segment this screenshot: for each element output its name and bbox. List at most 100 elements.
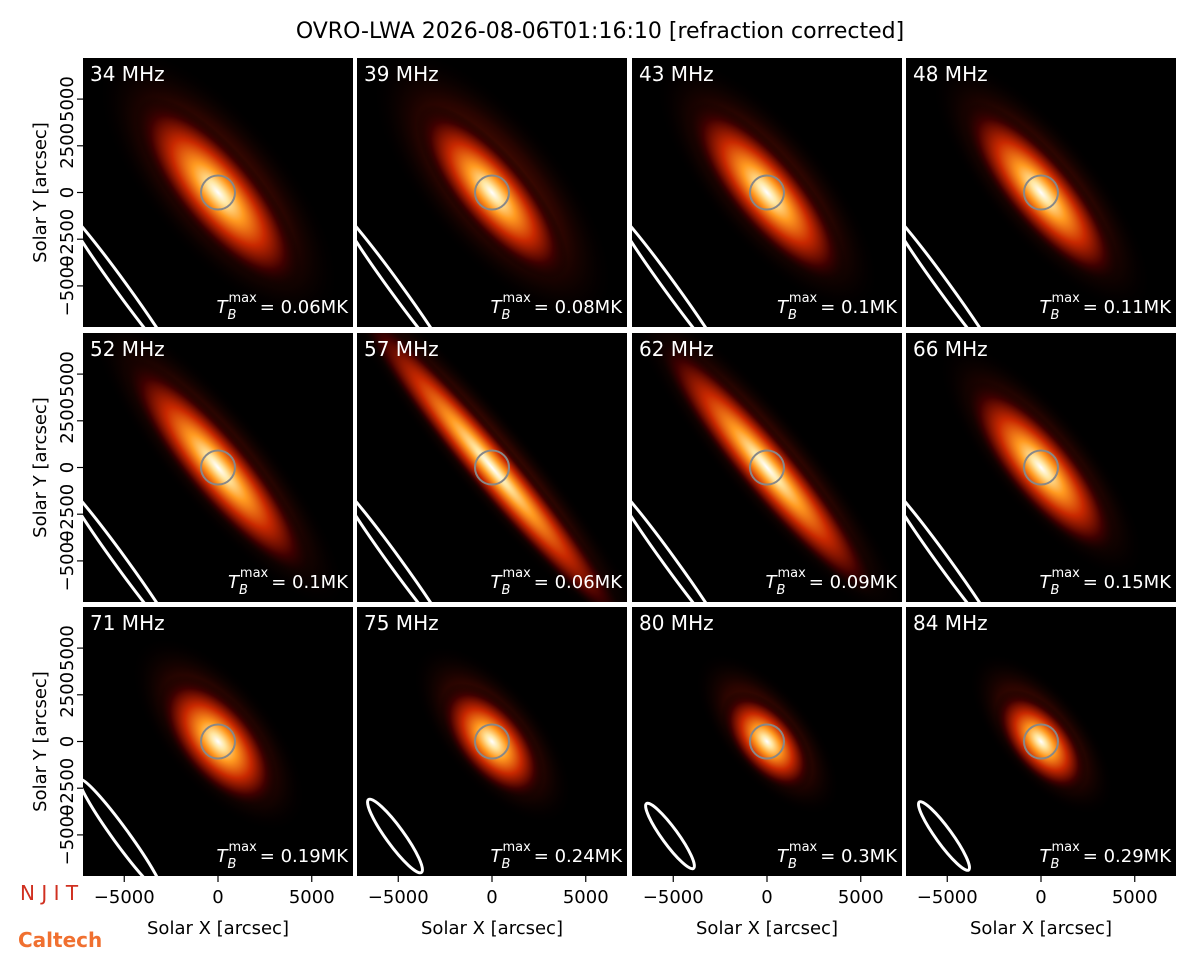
solar-disk — [749, 174, 785, 211]
y-tick-label: 5000 — [57, 76, 78, 122]
solar-disk — [474, 723, 510, 760]
tb-max-label: TBmax = 0.06MK — [217, 291, 350, 323]
solar-disk — [474, 449, 510, 486]
tb-sub: B — [502, 857, 511, 872]
tb-symbol: T — [777, 846, 790, 867]
tb-symbol: T — [228, 572, 241, 593]
tb-value: = 0.3MK — [820, 846, 898, 867]
beam — [366, 797, 424, 875]
tb-symbol: T — [1040, 572, 1053, 593]
tb-value: = 0.09MK — [809, 572, 898, 593]
tb-symbol: T — [1040, 297, 1053, 318]
tb-value: = 0.15MK — [1083, 572, 1172, 593]
x-tick-label: 0 — [1035, 887, 1046, 908]
tb-sup: max — [1051, 291, 1080, 306]
beam — [83, 483, 179, 602]
emission — [415, 104, 569, 281]
y-tick-label: −2500 — [57, 209, 78, 270]
y-tick-label: 5000 — [57, 351, 78, 397]
x-tick-label: −5000 — [94, 887, 155, 908]
tb-sub: B — [1051, 308, 1060, 323]
tb-max-label: TBmax = 0.08MK — [491, 291, 624, 323]
beam — [916, 800, 972, 872]
tb-sup: max — [1051, 840, 1080, 855]
tb-max-label: TBmax = 0.15MK — [1040, 566, 1173, 598]
panel — [357, 333, 627, 602]
solar-disk — [1023, 174, 1059, 211]
solar-disk — [474, 174, 510, 211]
x-axis-label: Solar X [arcsec] — [421, 918, 563, 939]
tb-symbol: T — [491, 297, 504, 318]
tb-value: = 0.06MK — [534, 572, 623, 593]
tb-sup: max — [502, 566, 531, 581]
panel-title: 84 MHz — [913, 611, 988, 635]
panel-title: 34 MHz — [90, 62, 165, 86]
tb-sub: B — [502, 308, 511, 323]
y-tick-label: 0 — [57, 187, 78, 198]
panel — [632, 333, 902, 602]
tb-max-label: TBmax = 0.29MK — [1040, 840, 1173, 872]
tb-value: = 0.19MK — [260, 846, 349, 867]
tb-sub: B — [777, 583, 786, 598]
y-tick-label: −2500 — [57, 758, 78, 819]
x-tick-label: 0 — [761, 887, 772, 908]
beam — [906, 208, 1002, 327]
x-tick-label: −5000 — [368, 887, 429, 908]
logo-njit: N J I T — [20, 881, 79, 905]
tb-sub: B — [239, 583, 248, 598]
x-axis-label: Solar X [arcsec] — [696, 918, 838, 939]
tb-value: = 0.1MK — [820, 297, 898, 318]
tb-sup: max — [777, 566, 806, 581]
panel — [906, 333, 1176, 602]
y-tick-label: 0 — [57, 462, 78, 473]
beam — [644, 801, 696, 871]
tb-sub: B — [228, 857, 237, 872]
tb-value: = 0.1MK — [271, 572, 349, 593]
panel — [357, 607, 627, 876]
solar-disk — [200, 174, 236, 211]
panel — [83, 58, 353, 327]
tb-symbol: T — [491, 846, 504, 867]
x-tick-label: 5000 — [1112, 887, 1158, 908]
emission — [158, 675, 278, 808]
tb-sup: max — [789, 291, 818, 306]
panel-title: 43 MHz — [639, 62, 714, 86]
tb-symbol: T — [217, 846, 230, 867]
x-tick-label: 5000 — [289, 887, 335, 908]
y-tick-label: 2500 — [57, 398, 78, 444]
y-tick-label: 0 — [57, 736, 78, 747]
tb-max-label: TBmax = 0.19MK — [217, 840, 350, 872]
tb-max-label: TBmax = 0.24MK — [491, 840, 624, 872]
beam — [632, 208, 728, 327]
y-axis-label: Solar Y [arcsec] — [30, 671, 51, 812]
tb-max-label: TBmax = 0.06MK — [491, 566, 624, 598]
beam — [357, 208, 453, 327]
tb-sub: B — [788, 308, 797, 323]
figure-title: OVRO-LWA 2026-08-06T01:16:10 [refraction… — [296, 19, 904, 44]
x-axis-label: Solar X [arcsec] — [147, 918, 289, 939]
emission — [687, 101, 847, 284]
emission — [134, 96, 302, 289]
tb-sub: B — [788, 857, 797, 872]
tb-sup: max — [789, 840, 818, 855]
emission — [124, 358, 312, 577]
x-tick-label: 0 — [486, 887, 497, 908]
panel — [83, 333, 353, 602]
tb-sub: B — [1051, 857, 1060, 872]
emission — [655, 335, 879, 600]
y-tick-label: −5000 — [57, 804, 78, 865]
panel — [906, 58, 1176, 327]
beam — [357, 483, 453, 602]
tb-sub: B — [502, 583, 511, 598]
tb-sup: max — [228, 291, 257, 306]
y-tick-label: −2500 — [57, 484, 78, 545]
emission — [965, 380, 1117, 555]
solar-disk — [1023, 449, 1059, 486]
panel-title: 80 MHz — [639, 611, 714, 635]
tb-value: = 0.11MK — [1083, 297, 1172, 318]
solar-disk — [1023, 723, 1059, 760]
emission — [439, 683, 545, 800]
tb-value: = 0.29MK — [1083, 846, 1172, 867]
